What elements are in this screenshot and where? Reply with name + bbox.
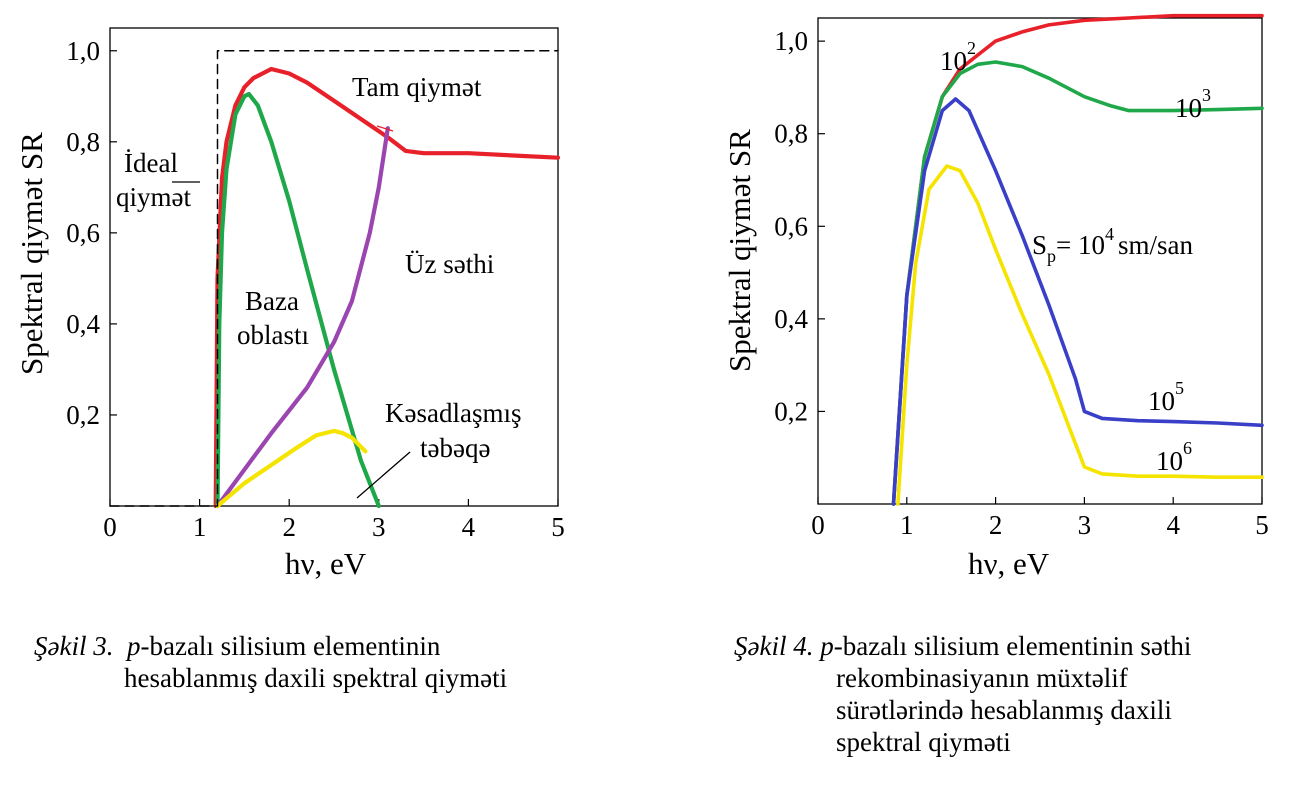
fig3-xtick-label: 4 xyxy=(462,512,476,542)
fig3-label-tam: Tam qiymət xyxy=(352,72,482,102)
fig3-kesad-pointer-line xyxy=(356,451,411,499)
fig3-xtick-label: 3 xyxy=(372,512,386,542)
fig3-ytick-label: 0,8 xyxy=(66,127,100,157)
fig3-caption-line1: -bazalı silisium elementinin xyxy=(140,631,441,661)
fig4-x-axis-title: hν, eV xyxy=(968,546,1050,581)
fig3-xtick-label: 5 xyxy=(551,512,565,542)
fig3-label-baza-1: Baza xyxy=(245,286,299,316)
fig3-plot-frame xyxy=(109,27,559,507)
fig4-series-green xyxy=(891,60,1264,506)
fig4-caption-line2: rekombinasiyanın müxtəlif xyxy=(836,663,1128,693)
fig4-caption-line1: -bazalı silisium elementinin səthi xyxy=(833,631,1192,661)
fig4-xtick-label: 0 xyxy=(811,510,825,540)
fig3-label-ideal-2: qiymət xyxy=(116,182,191,212)
fig4-caption-label: Şəkil 4. xyxy=(734,631,814,661)
fig4-series-blue xyxy=(891,97,1264,506)
fig4-xtick-label: 1 xyxy=(900,510,914,540)
fig3-tam-pointer-line xyxy=(376,125,394,132)
fig3-ytick-label: 0,4 xyxy=(66,309,100,339)
fig3-ytick-label: 0,2 xyxy=(66,400,100,430)
fig3-ytick-label: 1,0 xyxy=(66,36,100,66)
fig3-label-baza-2: oblastı xyxy=(237,320,309,350)
fig3-series-purple xyxy=(215,126,390,509)
fig4-label-sp: Sp= 104 sm/san xyxy=(1032,224,1194,266)
fig4-y-axis-title: Spektral qiymət SR xyxy=(722,129,757,372)
fig3-xtick-label: 1 xyxy=(193,512,207,542)
fig3-label-uz: Üz səthi xyxy=(405,249,494,279)
fig4-label-10-2: 102 xyxy=(940,38,976,76)
fig4-caption-line4: spektral qiyməti xyxy=(836,727,1011,757)
fig3-caption-italic: p xyxy=(126,631,141,661)
fig3-series-red xyxy=(213,66,561,509)
fig3-ytick-label: 0,6 xyxy=(66,218,100,248)
fig3-xtick-label: 2 xyxy=(282,512,296,542)
fig3-series-yellow xyxy=(215,428,368,509)
fig3-series-black-dashed xyxy=(109,50,559,507)
fig4-xtick-label: 2 xyxy=(989,510,1003,540)
fig3-caption-line2: hesablanmış daxili spektral qiyməti xyxy=(124,663,508,693)
fig4-plot-frame xyxy=(817,17,1263,505)
fig4-xtick-label: 3 xyxy=(1078,510,1092,540)
fig4-ytick-label: 0,4 xyxy=(774,304,808,334)
fig3-label-kesad-1: Kəsadlaşmış xyxy=(385,398,521,428)
fig3-label-ideal-1: İdeal xyxy=(124,148,178,178)
fig4-ytick-label: 0,8 xyxy=(774,119,808,149)
fig3-y-axis-title: Spektral qiymət SR xyxy=(14,132,49,375)
fig4-ytick-label: 0,6 xyxy=(774,211,808,241)
fig4-ytick-label: 0,2 xyxy=(774,396,808,426)
fig3-label-kesad-2: təbəqə xyxy=(420,433,490,463)
fig4-ytick-label: 1,0 xyxy=(774,26,808,56)
fig4-caption: Şəkil 4. p-bazalı silisium elementinin s… xyxy=(734,630,1304,758)
fig3-caption: Şəkil 3. p-bazalı silisium elementinin h… xyxy=(34,630,614,694)
fig4-label-10-6: 106 xyxy=(1156,438,1192,476)
fig4-label-10-3: 103 xyxy=(1175,85,1211,123)
fig4-caption-italic: p xyxy=(820,631,834,661)
fig4-series-yellow xyxy=(896,164,1264,506)
fig4-label-10-5: 105 xyxy=(1148,378,1184,416)
fig3-xtick-label: 0 xyxy=(103,512,117,542)
fig4-caption-line3: sürətlərində hesablanmış daxili xyxy=(836,695,1172,725)
fig3-x-axis-title: hν, eV xyxy=(285,546,367,581)
fig4-xtick-label: 5 xyxy=(1255,510,1269,540)
fig4-xtick-label: 4 xyxy=(1166,510,1180,540)
figure-4-chart: 0,2 0,4 0,6 0,8 1,0 0 1 2 3 4 5 102 103 Sp= 104 sm… xyxy=(722,13,1269,581)
fig3-caption-label: Şəkil 3. xyxy=(34,631,114,661)
